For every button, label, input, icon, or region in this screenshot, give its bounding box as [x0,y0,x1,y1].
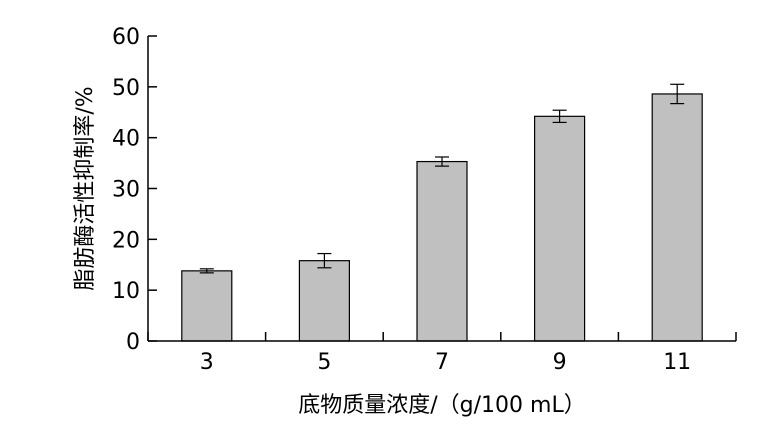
y-tick-label: 60 [112,25,140,50]
x-tick-label-5: 5 [317,350,331,375]
y-tick-label: 20 [112,228,140,253]
y-tick-label: 30 [112,178,140,203]
x-tick-label-11: 11 [663,350,691,375]
y-axis-title: 脂肪酶活性抑制率/% [73,86,98,290]
bar-5 [298,260,350,342]
y-tick-label: 0 [126,330,140,355]
bars [181,83,703,342]
bar-11 [651,93,703,342]
bar-7 [416,160,468,342]
y-tick-label: 10 [112,279,140,304]
x-tick-label-7: 7 [435,350,449,375]
bar-9 [533,115,586,342]
y-tick-label: 50 [112,76,140,101]
y-tick-label: 40 [112,127,140,152]
x-axis-title: 底物质量浓度/（g/100 mL） [298,393,585,418]
x-tick-label-9: 9 [553,350,567,375]
x-tick-label-3: 3 [200,350,214,375]
bar-3 [181,270,233,342]
y-axis-ticks: 0 10 20 30 40 50 60 [112,25,157,355]
